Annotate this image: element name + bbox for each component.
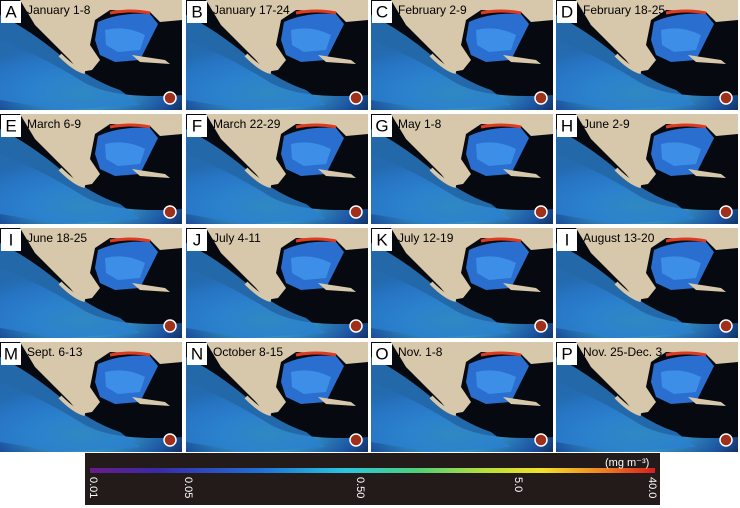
panel-date: August 13-20	[583, 231, 655, 245]
panel-letter-box	[1, 343, 21, 365]
map-panel: K July 12-19	[371, 228, 553, 338]
colorbar: (mg m⁻³) 0.01 0.05 0.50 5.0 40.0	[85, 453, 660, 505]
panel-letter: C	[376, 2, 388, 21]
panel-letter: O	[375, 344, 388, 363]
logo	[349, 205, 363, 219]
map-panel: I June 18-25	[0, 228, 182, 338]
panel-date: March 22-29	[213, 117, 281, 131]
panel-date: June 2-9	[583, 117, 630, 131]
panel-date: January 1-8	[27, 3, 91, 17]
map-panel: C February 2-9	[371, 0, 553, 110]
panel-date: May 1-8	[398, 117, 442, 131]
map-panel: M Sept. 6-13	[0, 342, 182, 452]
panel-date: July 4-11	[213, 231, 261, 245]
panel-letter-box	[557, 1, 577, 23]
panel-letter-box	[187, 115, 207, 137]
panel-letter: M	[4, 344, 18, 363]
logo	[349, 91, 363, 105]
panel-date: January 17-24	[213, 3, 290, 17]
panel-letter: P	[561, 344, 572, 363]
logo	[534, 433, 548, 447]
panel-letter: I	[565, 230, 570, 249]
logo	[719, 433, 733, 447]
panel-letter: D	[561, 2, 573, 21]
panel-letter: E	[5, 116, 16, 135]
panel-letter: H	[561, 116, 573, 135]
panel-letter-box	[372, 343, 392, 365]
panel-letter: G	[375, 116, 388, 135]
colorbar-tick-label: 40.0	[646, 477, 658, 498]
panel-date: March 6-9	[27, 117, 81, 131]
panel-letter-box	[187, 229, 207, 251]
map-panel: H June 2-9	[556, 114, 738, 224]
map-panel: P Nov. 25-Dec. 3	[556, 342, 738, 452]
panel-letter: B	[191, 2, 202, 21]
panel-letter: I	[9, 230, 14, 249]
panel-date: February 2-9	[398, 3, 467, 17]
colorbar-tick-label: 0.05	[182, 477, 194, 498]
panel-letter-box	[372, 1, 392, 23]
panel-date: Nov. 1-8	[398, 345, 443, 359]
logo	[534, 205, 548, 219]
colorbar-frame	[85, 453, 660, 505]
panel-letter-box	[187, 1, 207, 23]
logo	[719, 319, 733, 333]
panel-letter-box	[557, 229, 577, 251]
colorbar-tick-label: 0.01	[87, 477, 99, 498]
panel-letter: J	[193, 230, 202, 249]
panel-letter-box	[372, 115, 392, 137]
colorbar-tick-label: 5.0	[512, 477, 524, 492]
logo	[163, 319, 177, 333]
logo	[349, 433, 363, 447]
panel-letter-box	[557, 115, 577, 137]
colorbar-unit: (mg m⁻³)	[605, 457, 649, 469]
panel-date: July 12-19	[398, 231, 454, 245]
panel-date: February 18-25	[583, 3, 665, 17]
panel-letter: K	[376, 230, 388, 249]
panel-date: Nov. 25-Dec. 3	[583, 345, 662, 359]
colorbar-tick-label: 0.50	[354, 477, 366, 498]
panel-date: June 18-25	[27, 231, 87, 245]
map-panel: I August 13-20	[556, 228, 738, 338]
map-panel: F March 22-29	[186, 114, 368, 224]
logo	[534, 91, 548, 105]
panel-letter-box	[1, 115, 21, 137]
logo	[534, 319, 548, 333]
logo	[719, 91, 733, 105]
map-panel: E March 6-9	[0, 114, 182, 224]
panel-date: October 8-15	[213, 345, 283, 359]
map-panel: G May 1-8	[371, 114, 553, 224]
logo	[163, 91, 177, 105]
map-panel: A January 1-8	[0, 0, 182, 110]
panel-date: Sept. 6-13	[27, 345, 83, 359]
panel-grid: A January 1-8 B January 17-24 C February 2-9 D…	[0, 0, 738, 452]
map-panel: N October 8-15	[186, 342, 368, 452]
map-panel: J July 4-11	[186, 228, 368, 338]
map-panel: O Nov. 1-8	[371, 342, 553, 452]
panel-letter-box	[372, 229, 392, 251]
panel-letter-box	[1, 229, 21, 251]
logo	[719, 205, 733, 219]
logo	[349, 319, 363, 333]
panel-letter: F	[192, 116, 202, 135]
map-panel: B January 17-24	[186, 0, 368, 110]
panel-letter: N	[191, 344, 203, 363]
logo	[163, 205, 177, 219]
logo	[163, 433, 177, 447]
map-panel: D February 18-25	[556, 0, 738, 110]
panel-letter-box	[557, 343, 577, 365]
panel-letter: A	[5, 2, 17, 21]
colorbar-gradient	[90, 468, 655, 473]
panel-letter-box	[187, 343, 207, 365]
panel-letter-box	[1, 1, 21, 23]
